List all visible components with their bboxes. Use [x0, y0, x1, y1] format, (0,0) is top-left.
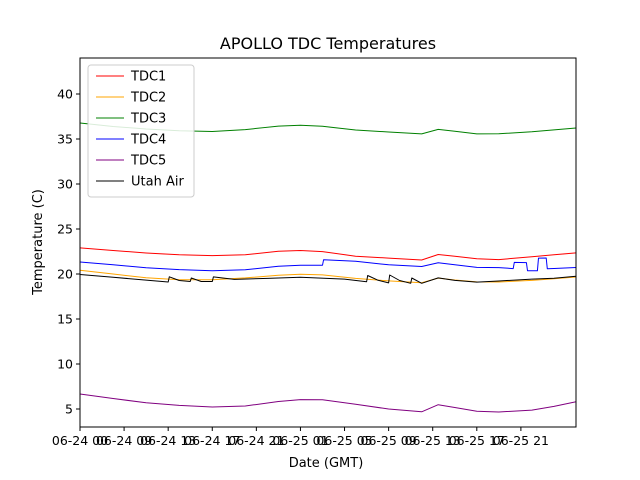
series-line-tdc1 [79, 247, 577, 261]
legend-label: TDC3 [130, 112, 166, 127]
y-tick-label: 35 [57, 132, 73, 147]
y-tick-label: 15 [57, 312, 73, 327]
y-tick-label: 20 [57, 267, 73, 282]
legend-label: TDC2 [130, 91, 166, 106]
y-tick-label: 10 [57, 357, 73, 372]
series-line-utah-air [79, 274, 577, 284]
y-tick-label: 30 [57, 177, 73, 192]
y-tick-label: 5 [65, 402, 73, 417]
x-tick-label: 06-25 17 [449, 433, 505, 448]
y-axis-label: Temperature (C) [31, 189, 46, 296]
x-tick-label: 06-25 05 [316, 433, 372, 448]
series-line-tdc4 [79, 257, 577, 272]
y-tick-label: 40 [57, 87, 73, 102]
legend-box [87, 64, 195, 198]
x-tick-label: 06-24 21 [228, 433, 284, 448]
y-axis: 5 10 15 20 25 30 35 40 [57, 87, 80, 417]
x-tick-label: 06-25 21 [493, 433, 549, 448]
x-tick-label: 06-25 09 [361, 433, 417, 448]
plot-frame [79, 57, 577, 428]
x-tick-label: 06-24 09 [96, 433, 152, 448]
legend: TDC1 TDC2 TDC3 TDC4 TDC5 Utah Air [87, 64, 195, 198]
series-line-tdc5 [79, 393, 577, 413]
x-tick-label: 06-24 00 [52, 433, 108, 448]
series-line-tdc2 [79, 269, 577, 284]
legend-label: Utah Air [131, 175, 184, 190]
x-tick-label: 06-24 17 [184, 433, 240, 448]
y-tick-label: 25 [57, 222, 73, 237]
legend-label: TDC1 [130, 70, 166, 85]
x-tick-label: 06-24 13 [140, 433, 196, 448]
x-tick-label: 06-25 01 [272, 433, 328, 448]
x-axis-label: Date (GMT) [289, 456, 364, 471]
chart-title: APOLLO TDC Temperatures [220, 34, 436, 53]
x-tick-label: 06-25 13 [405, 433, 461, 448]
legend-label: TDC5 [130, 154, 166, 169]
legend-label: TDC4 [130, 133, 166, 148]
